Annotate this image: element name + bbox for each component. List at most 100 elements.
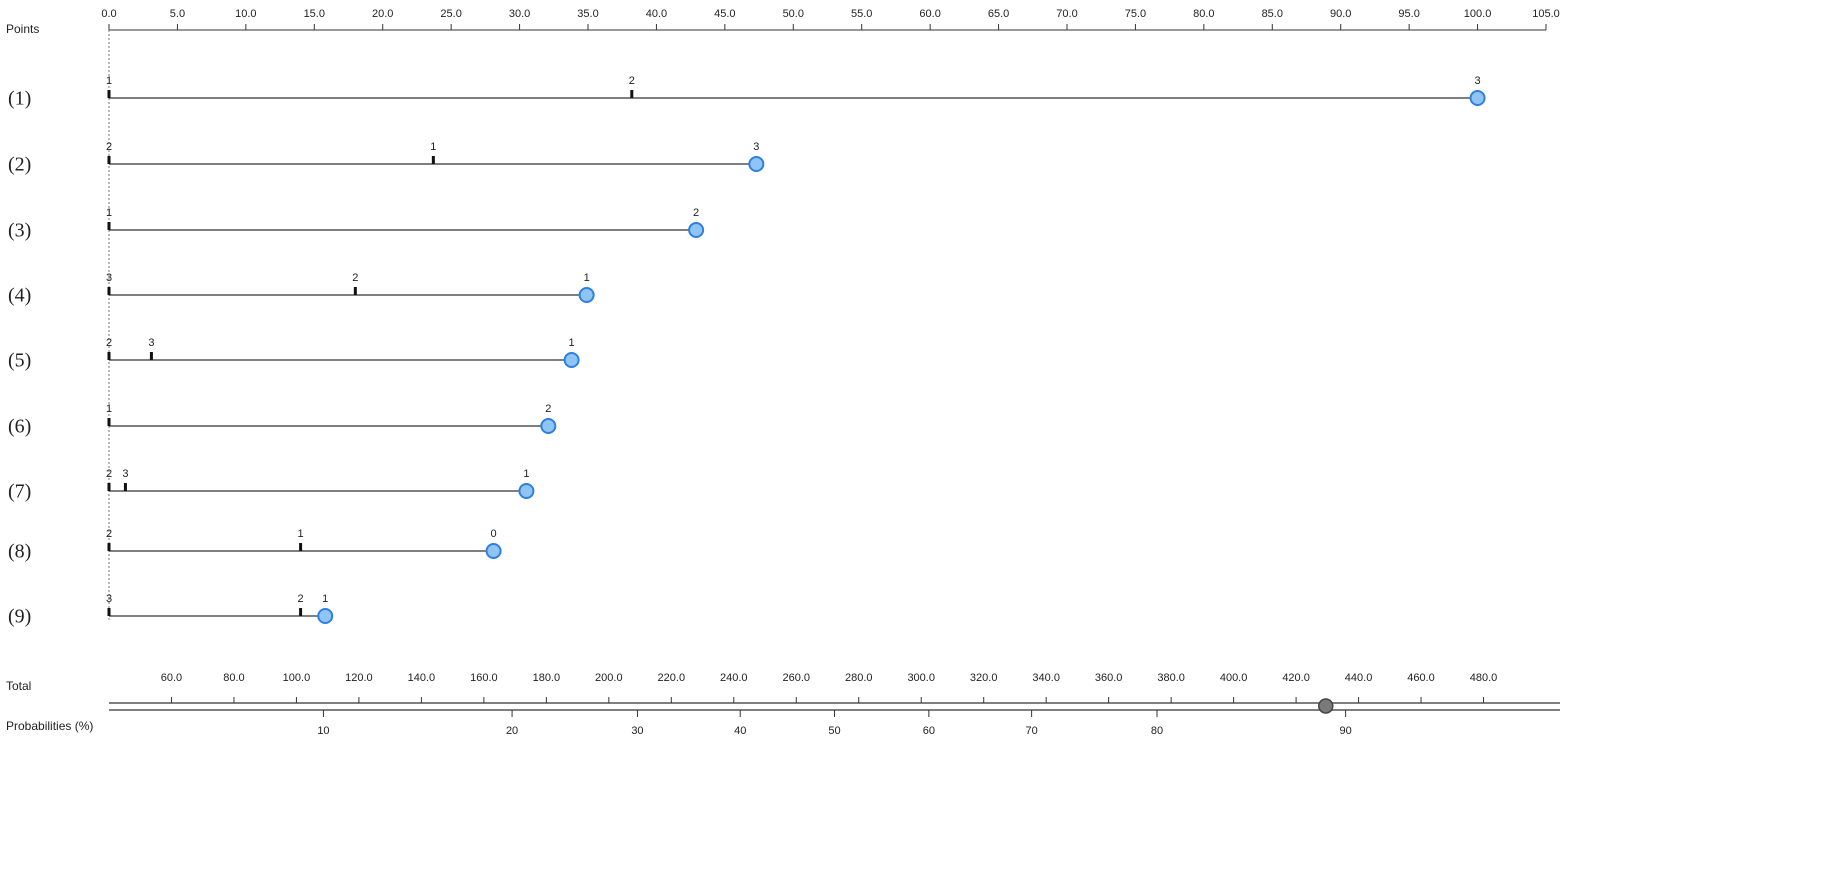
x-tick-label: 30.0: [509, 8, 530, 20]
total-tick-label: 360.0: [1095, 672, 1123, 684]
x-tick-label: 70.0: [1056, 8, 1077, 20]
x-tick-label: 80.0: [1193, 8, 1214, 20]
x-tick-label: 65.0: [988, 8, 1009, 20]
prob-tick-label: 50: [828, 725, 840, 737]
total-tick-label: 60.0: [161, 672, 182, 684]
level-tick: [630, 90, 634, 98]
x-tick-label: 5.0: [170, 8, 185, 20]
total-tick-label: 200.0: [595, 672, 623, 684]
total-tick-label: 100.0: [283, 672, 311, 684]
level-label: 3: [122, 468, 128, 480]
level-label: 1: [106, 403, 112, 415]
total-tick-label: 240.0: [720, 672, 748, 684]
level-tick: [299, 543, 303, 551]
selected-point: [540, 418, 557, 434]
x-tick-label: 75.0: [1125, 8, 1146, 20]
x-tick-label: 85.0: [1262, 8, 1283, 20]
selected-point: [317, 608, 334, 624]
total-tick-label: 120.0: [345, 672, 373, 684]
total-tick-label: 340.0: [1032, 672, 1060, 684]
level-tick: [431, 156, 435, 164]
level-label: 3: [148, 337, 154, 349]
x-tick-label: 60.0: [919, 8, 940, 20]
total-tick-label: 80.0: [223, 672, 244, 684]
x-tick-label: 20.0: [372, 8, 393, 20]
level-tick: [107, 222, 111, 230]
total-tick-label: 320.0: [970, 672, 998, 684]
total-tick-label: 280.0: [845, 672, 873, 684]
level-label: 2: [545, 403, 551, 415]
level-label: 1: [322, 593, 328, 605]
total-label: Total: [6, 679, 31, 693]
level-tick: [107, 543, 111, 551]
total-tick-label: 180.0: [533, 672, 561, 684]
total-tick-label: 440.0: [1345, 672, 1373, 684]
total-tick-label: 380.0: [1157, 672, 1185, 684]
level-tick: [107, 608, 111, 616]
level-label: 2: [106, 528, 112, 540]
level-tick: [353, 287, 357, 295]
selected-point: [485, 543, 502, 559]
prob-tick-label: 80: [1151, 725, 1163, 737]
x-tick-label: 40.0: [646, 8, 667, 20]
level-label: 2: [106, 141, 112, 153]
level-label: 3: [753, 141, 759, 153]
level-label: 2: [352, 272, 358, 284]
prob-label: Probabilities (%): [6, 719, 93, 733]
x-tick-label: 105.0: [1532, 8, 1560, 20]
total-tick-label: 140.0: [408, 672, 436, 684]
total-tick-label: 160.0: [470, 672, 498, 684]
x-tick-label: 55.0: [851, 8, 872, 20]
total-tick-label: 480.0: [1470, 672, 1498, 684]
level-label: 2: [693, 207, 699, 219]
total-tick-label: 260.0: [782, 672, 810, 684]
level-tick: [299, 608, 303, 616]
level-label: 3: [106, 272, 112, 284]
x-tick-label: 25.0: [440, 8, 461, 20]
level-label: 1: [584, 272, 590, 284]
prob-tick-label: 30: [631, 725, 643, 737]
level-label: 3: [106, 593, 112, 605]
level-label: 1: [298, 528, 304, 540]
x-tick-label: 100.0: [1464, 8, 1492, 20]
prob-tick-label: 70: [1025, 725, 1037, 737]
x-tick-label: 35.0: [577, 8, 598, 20]
level-label: 3: [1475, 75, 1481, 87]
level-label: 2: [106, 337, 112, 349]
row-name: (2): [8, 154, 31, 176]
total-tick-label: 220.0: [658, 672, 686, 684]
prob-tick-label: 90: [1339, 725, 1351, 737]
selected-point: [1469, 90, 1486, 106]
level-tick: [149, 352, 153, 360]
selected-point: [688, 222, 705, 238]
x-tick-label: 15.0: [304, 8, 325, 20]
points-label: Points: [6, 22, 39, 36]
x-tick-label: 10.0: [235, 8, 256, 20]
level-label: 1: [106, 75, 112, 87]
prob-tick-label: 20: [506, 725, 518, 737]
total-tick-label: 420.0: [1282, 672, 1310, 684]
total-tick-label: 400.0: [1220, 672, 1248, 684]
level-label: 1: [569, 337, 575, 349]
level-tick: [107, 156, 111, 164]
row-name: (1): [8, 88, 31, 110]
level-label: 2: [629, 75, 635, 87]
level-label: 1: [430, 141, 436, 153]
row-name: (7): [8, 481, 31, 503]
total-tick-label: 460.0: [1407, 672, 1435, 684]
x-tick-label: 45.0: [714, 8, 735, 20]
row-name: (5): [8, 350, 31, 372]
prob-tick-label: 40: [734, 725, 746, 737]
x-tick-label: 95.0: [1398, 8, 1419, 20]
selected-point: [578, 287, 595, 303]
level-label: 2: [106, 468, 112, 480]
level-label: 2: [298, 593, 304, 605]
level-tick: [123, 483, 127, 491]
row-name: (6): [8, 416, 31, 438]
prob-tick-label: 60: [923, 725, 935, 737]
selected-point: [518, 483, 535, 499]
level-label: 1: [523, 468, 529, 480]
x-tick-label: 0.0: [101, 8, 116, 20]
level-tick: [107, 418, 111, 426]
level-label: 1: [106, 207, 112, 219]
